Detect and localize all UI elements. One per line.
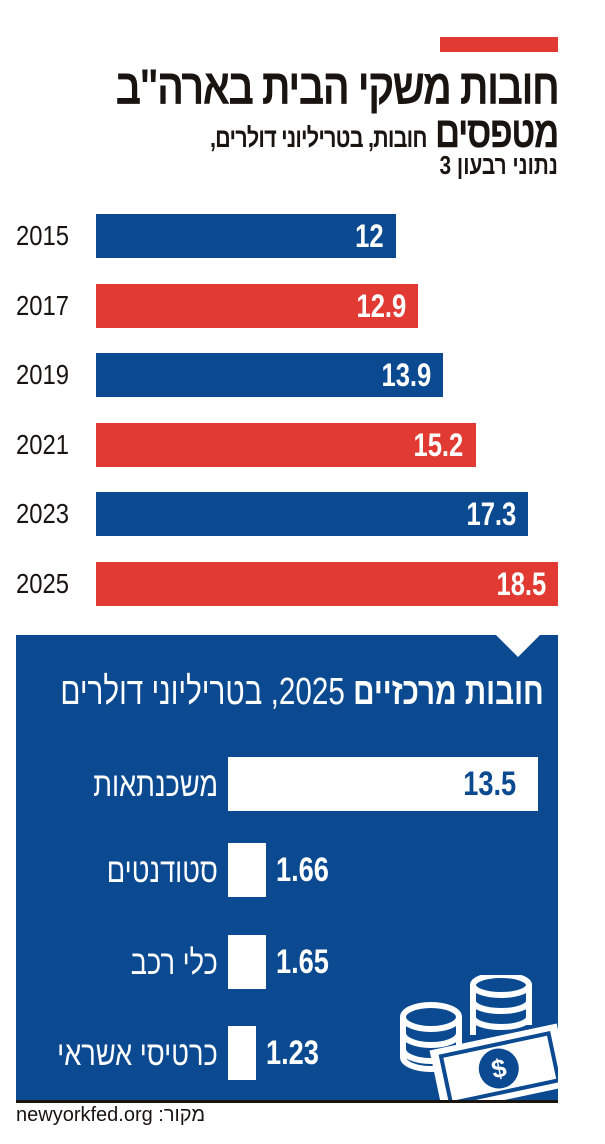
bar-value-label: 15.2 xyxy=(413,426,464,463)
coins-and-banknote-icon: $ xyxy=(400,975,558,1100)
bar-2015: 12 xyxy=(96,214,396,258)
category-value-label: 13.5 xyxy=(463,765,516,803)
year-label: 2019 xyxy=(16,359,69,390)
bar-value-label: 12 xyxy=(355,218,384,254)
bar-2023: 17.3 xyxy=(96,492,529,536)
footer-rule xyxy=(16,1100,558,1103)
year-label: 2017 xyxy=(16,289,69,321)
category-value-label: 1.66 xyxy=(276,851,330,889)
panel-title-bold: חובות מרכזיים xyxy=(353,671,544,713)
bar-2021: 15.2 xyxy=(96,422,476,467)
bar-value-label: 13.9 xyxy=(381,357,432,393)
bar-value-label: 17.3 xyxy=(466,496,517,532)
title: חובות משקי הבית בארה"ב xyxy=(115,59,559,115)
accent-bar xyxy=(440,37,558,52)
category-label: כלי רכב xyxy=(130,944,218,982)
category-bar xyxy=(228,935,266,989)
panel-title: חובות מרכזיים 2025, בטריליוני דולרים xyxy=(61,671,544,714)
svg-text:$: $ xyxy=(489,1052,510,1084)
year-label: 2021 xyxy=(16,428,69,460)
subtitle: חובות, בטריליוני דולרים, xyxy=(210,123,427,153)
category-bar: 13.5 xyxy=(228,757,538,811)
bar-2017: 12.9 xyxy=(96,283,419,328)
bar-2019: 13.9 xyxy=(96,353,444,397)
source-note: מקור: newyorkfed.org xyxy=(16,1104,206,1126)
category-label: סטודנטים xyxy=(106,852,218,890)
panel-notch xyxy=(496,635,540,657)
key-debts-panel: חובות מרכזיים 2025, בטריליוני דולרים משכ… xyxy=(16,635,558,1100)
title-second-line: מטפסים xyxy=(435,108,560,157)
year-label: 2023 xyxy=(16,498,69,529)
bar-value-label: 18.5 xyxy=(496,565,546,602)
category-bar xyxy=(228,1026,257,1080)
category-bar xyxy=(228,843,267,897)
year-label: 2015 xyxy=(16,220,69,251)
category-label: כרטיסי אשראי xyxy=(57,1035,218,1073)
subtitle-line2: נתוני רבעון 3 xyxy=(439,150,558,180)
category-label: משכנתאות xyxy=(93,766,218,804)
year-label: 2025 xyxy=(16,567,69,599)
category-value-label: 1.23 xyxy=(266,1034,320,1072)
title-line2: מטפסים חובות, בטריליוני דולרים, xyxy=(210,108,560,158)
category-value-label: 1.65 xyxy=(275,943,329,981)
panel-title-rest: 2025, בטריליוני דולרים xyxy=(60,671,346,713)
bar-2025: 18.5 xyxy=(96,561,558,606)
bar-value-label: 12.9 xyxy=(356,287,407,324)
